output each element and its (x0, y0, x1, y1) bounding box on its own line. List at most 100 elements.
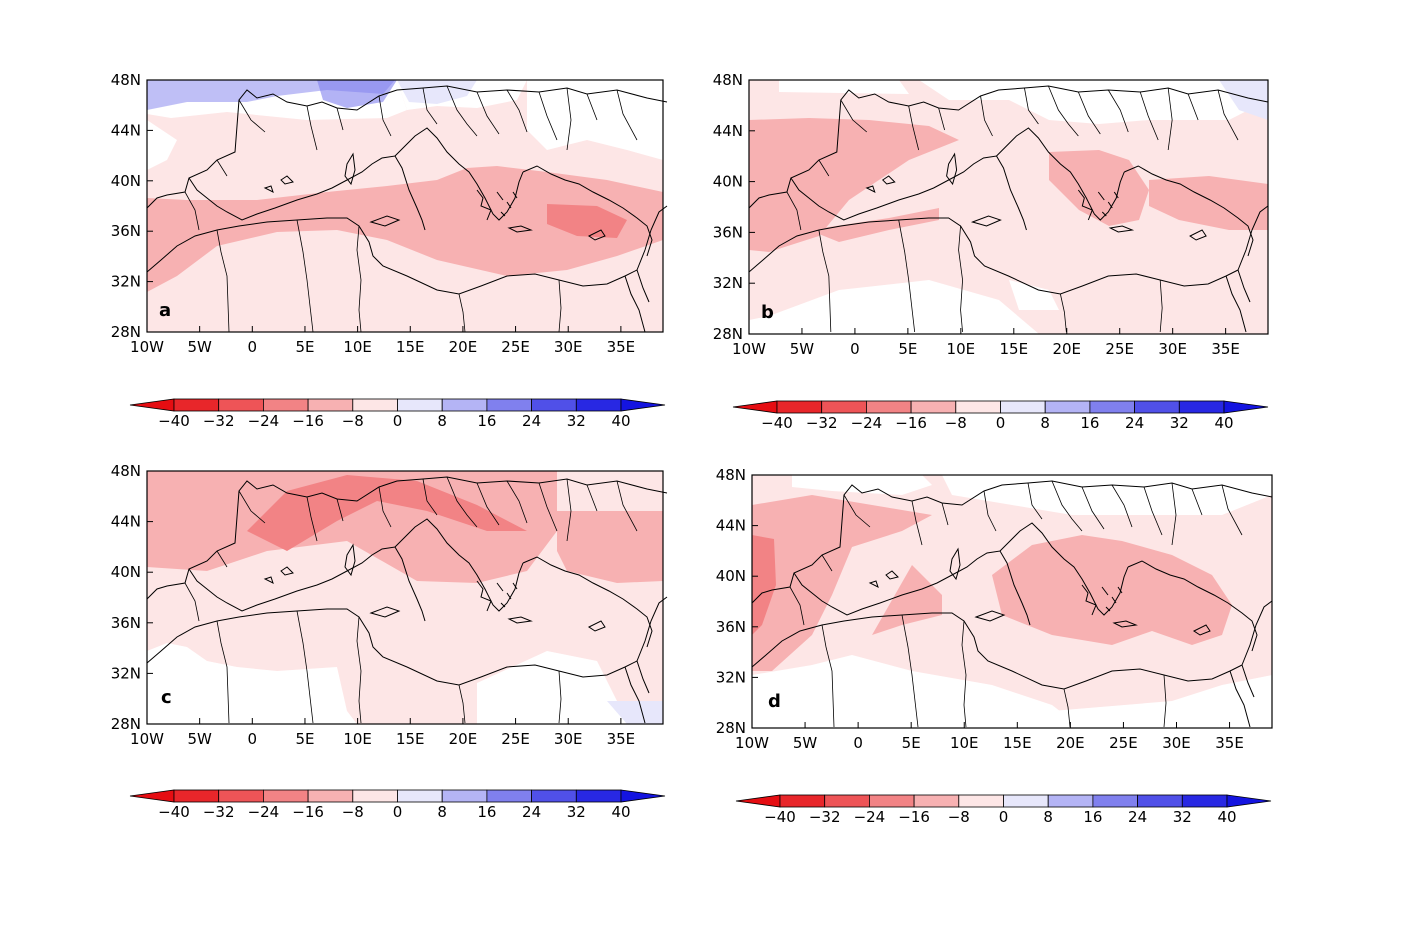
colorbar-swatch (1178, 400, 1225, 414)
lat-tick-label: 40N (713, 173, 743, 191)
colorbar-label: −16 (292, 412, 324, 430)
lat-tick-label: 44N (111, 513, 141, 531)
lon-tick-label: 35E (1211, 340, 1240, 358)
colorbar-label: −24 (851, 414, 883, 432)
colorbar-high-arrow (620, 789, 666, 803)
lon-tick-label: 10W (130, 730, 164, 748)
colorbar-label: −24 (854, 808, 886, 826)
colorbar: −40 −32 −24 −16 −8 0 8 16 24 32 40 (735, 794, 1272, 826)
colorbar-label: −32 (809, 808, 841, 826)
colorbar-label: 0 (996, 414, 1006, 432)
lat-tick-label: 32N (713, 274, 743, 292)
colorbar-label: −40 (761, 414, 793, 432)
lat-tick-label: 32N (111, 664, 141, 682)
lat-tick-label: 44N (716, 517, 746, 535)
lat-tick-label: 40N (111, 563, 141, 581)
lat-tick-label: 32N (111, 273, 141, 291)
colorbar-swatch (1044, 400, 1091, 414)
colorbar-label: 8 (1043, 808, 1053, 826)
lon-tick-label: 20E (449, 730, 478, 748)
lat-tick-label: 36N (111, 222, 141, 240)
lon-tick-label: 0 (248, 338, 258, 356)
lon-tick-label: 20E (1052, 340, 1081, 358)
lon-tick-label: 10W (735, 734, 769, 752)
colorbar-swatch (958, 794, 1004, 808)
colorbar-label: 40 (611, 412, 630, 430)
colorbar: −40 −32 −24 −16 −8 0 8 16 24 32 40 (129, 398, 666, 430)
colorbar-swatch (173, 789, 220, 803)
colorbar-swatch (955, 400, 1001, 414)
colorbar-label: −24 (248, 803, 280, 821)
panel-d: d (751, 474, 1273, 729)
colorbar-swatch (218, 398, 264, 412)
lon-tick-label: 10W (732, 340, 766, 358)
lat-tick-label: 36N (111, 614, 141, 632)
lon-tick-label: 5W (187, 730, 212, 748)
lon-tick-label: 35E (607, 730, 636, 748)
colorbar-label: 8 (437, 803, 447, 821)
colorbar-swatch (824, 794, 870, 808)
colorbar-swatch (1181, 794, 1228, 808)
colorbar-label: 0 (999, 808, 1009, 826)
lat-tick-label: 44N (713, 122, 743, 140)
colorbar-label: 24 (1125, 414, 1144, 432)
lon-tick-label: 15E (1003, 734, 1032, 752)
lon-tick-label: 30E (554, 730, 583, 748)
colorbar-label: 0 (393, 412, 403, 430)
panel-a-shading (147, 80, 663, 332)
colorbar-label: 0 (393, 803, 403, 821)
lon-tick-label: 5W (790, 340, 815, 358)
lat-tick-label: 48N (713, 71, 743, 89)
colorbar-label: 8 (1040, 414, 1050, 432)
lon-tick-label: 10E (947, 340, 976, 358)
colorbar-label: 40 (611, 803, 630, 821)
panel-d-letter: d (768, 691, 781, 712)
colorbar-label: 32 (1170, 414, 1189, 432)
colorbar-label: 24 (522, 412, 541, 430)
colorbar-swatch (1134, 400, 1180, 414)
colorbar-label: 24 (1128, 808, 1147, 826)
lat-tick-label: 36N (716, 618, 746, 636)
colorbar-swatch (307, 398, 354, 412)
colorbar-swatch (352, 398, 398, 412)
colorbar: −40 −32 −24 −16 −8 0 8 16 24 32 40 (732, 400, 1269, 432)
colorbar-swatch (307, 789, 354, 803)
colorbar-swatch (1000, 400, 1046, 414)
lat-tick-label: 36N (713, 223, 743, 241)
lon-tick-label: 0 (248, 730, 258, 748)
lon-tick-label: 10E (950, 734, 979, 752)
lat-tick-label: 48N (111, 71, 141, 89)
colorbar-swatch (531, 789, 577, 803)
colorbar-swatch (262, 789, 309, 803)
colorbar-label: −24 (248, 412, 280, 430)
colorbar-swatch (486, 789, 532, 803)
colorbar-high-arrow (620, 398, 666, 412)
lon-tick-label: 25E (501, 338, 530, 356)
colorbar-swatch (821, 400, 867, 414)
lon-tick-label: 0 (850, 340, 860, 358)
colorbar-low-arrow (129, 789, 175, 803)
colorbar-swatch (575, 789, 622, 803)
lon-tick-label: 30E (1158, 340, 1187, 358)
lat-tick-label: 40N (111, 172, 141, 190)
colorbar: −40 −32 −24 −16 −8 0 8 16 24 32 40 (129, 789, 666, 821)
lat-tick-label: 48N (111, 462, 141, 480)
colorbar-swatch (441, 789, 488, 803)
lat-tick-label: 28N (111, 323, 141, 341)
colorbar-label: −8 (342, 803, 364, 821)
colorbar-label: 40 (1214, 414, 1233, 432)
colorbar-label: 32 (567, 803, 586, 821)
panel-c-shading (147, 471, 663, 724)
colorbar-swatch (1003, 794, 1049, 808)
colorbar-label: −8 (948, 808, 970, 826)
colorbar-label: 32 (1173, 808, 1192, 826)
lon-tick-label: 0 (853, 734, 863, 752)
colorbar-swatch (1137, 794, 1183, 808)
colorbar-label: −40 (158, 803, 190, 821)
lat-tick-label: 28N (713, 325, 743, 343)
colorbar-swatch (397, 789, 443, 803)
colorbar-swatch (913, 794, 960, 808)
colorbar-swatch (866, 400, 912, 414)
